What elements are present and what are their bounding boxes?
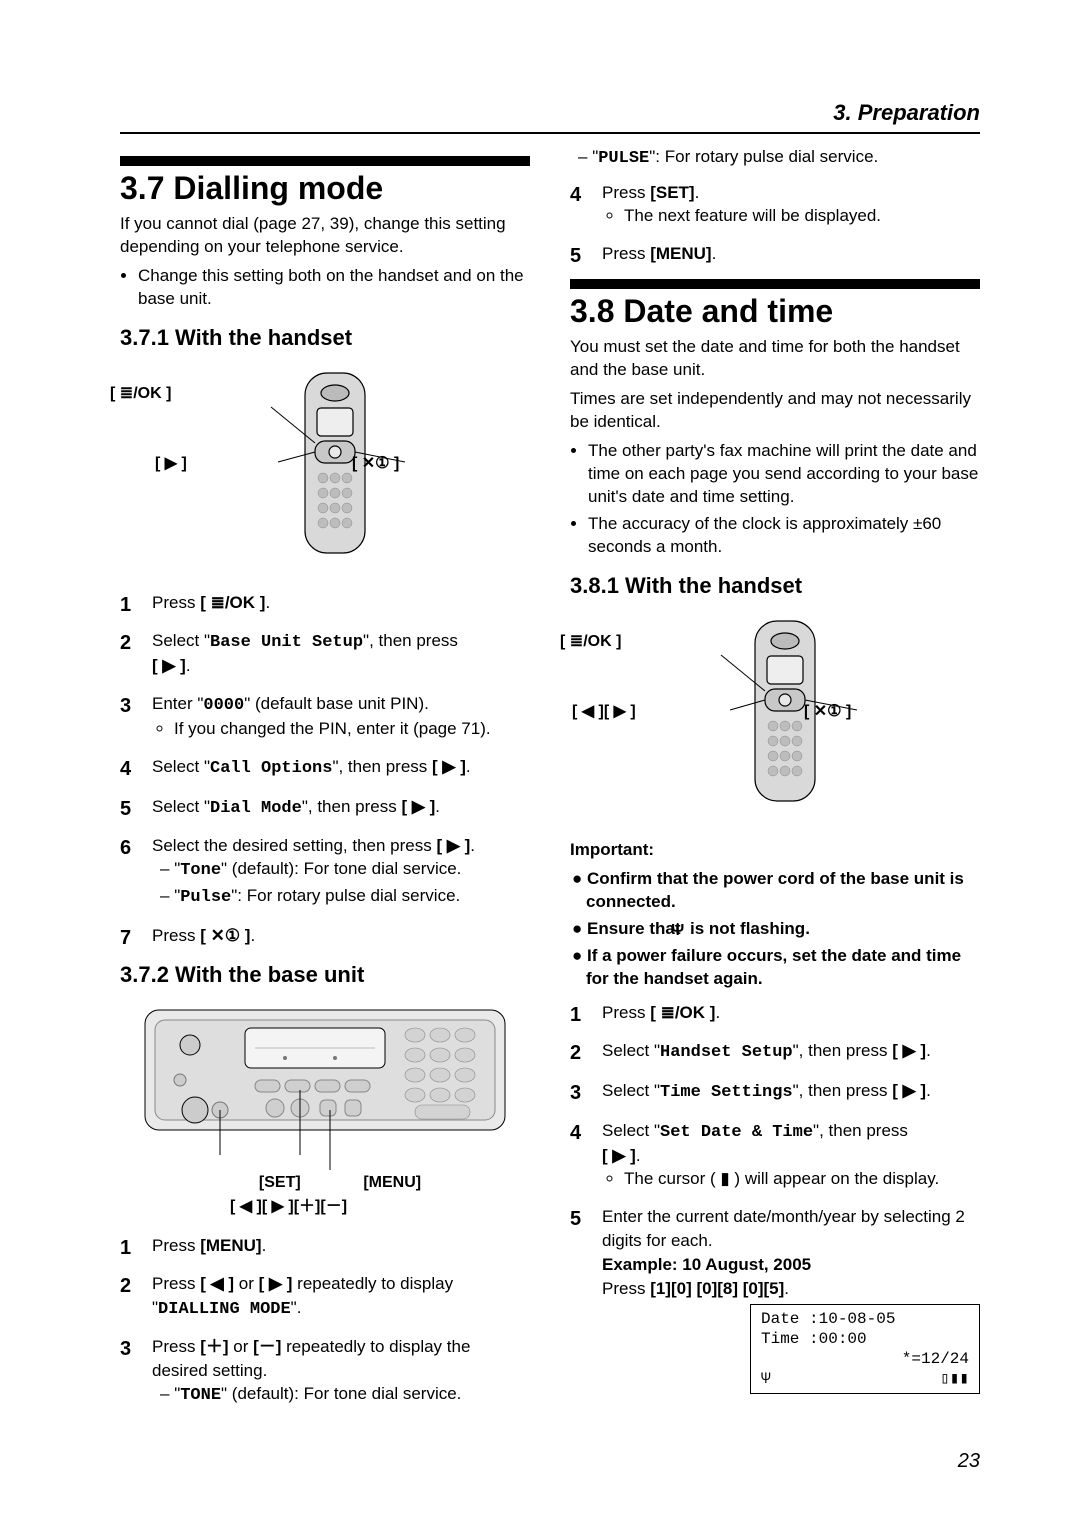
fig-base-nav: [ ◀ ][ ▶ ][＋][－] [230, 1192, 530, 1216]
sec371-title: 3.7.1 With the handset [120, 325, 530, 351]
sec372-title: 3.7.2 With the base unit [120, 962, 530, 988]
sec38-bullets: The other party's fax machine will print… [570, 440, 980, 559]
num: 4 [570, 1119, 581, 1147]
header-rule: 3. Preparation [120, 100, 980, 134]
step-372-3: 3 Press [＋] or [－] repeatedly to display… [120, 1335, 530, 1408]
step-372-4-sub: The next feature will be displayed. [624, 205, 980, 228]
step-371-7: 7 Press [ ✕① ]. [120, 924, 530, 948]
right-column: "PULSE": For rotary pulse dial service. … [570, 146, 980, 1422]
handset-svg [175, 363, 475, 573]
sec37-bullet-1: Change this setting both on the handset … [138, 265, 530, 311]
example-label: Example: 10 August, 2005 [602, 1255, 811, 1274]
fig38-lr: [ ◀ ][ ▶ ] [572, 701, 636, 721]
step-372-4: 4 Press [SET]. The next feature will be … [570, 181, 980, 228]
step-371-5: 5 Select "Dial Mode", then press [ ▶ ]. [120, 795, 530, 821]
section-bar-37 [120, 156, 530, 166]
num: 6 [120, 834, 131, 862]
lcd-line1: Date :10-08-05 [761, 1309, 969, 1329]
fig37-menuok: /OK [133, 385, 161, 402]
section-bar-38 [570, 279, 980, 289]
step-372-2: 2 Press [ ◀ ] or [ ▶ ] repeatedly to dis… [120, 1272, 530, 1322]
sec37-bullets: Change this setting both on the handset … [120, 265, 530, 311]
imp-2: Ensure that Ψ is not flashing. [586, 918, 980, 942]
fig-base-set: [SET] [259, 1174, 359, 1192]
step-372-1: 1 Press [MENU]. [120, 1234, 530, 1258]
num: 3 [120, 692, 131, 720]
pulse-cont: "PULSE": For rotary pulse dial service. [570, 146, 980, 171]
num: 3 [570, 1079, 581, 1107]
columns: 3.7 Dialling mode If you cannot dial (pa… [120, 146, 980, 1422]
sec38-intro2: Times are set independently and may not … [570, 388, 980, 434]
fig38-menuok: /OK [583, 633, 611, 650]
section-38-title: 3.8 Date and time [570, 293, 980, 330]
opt-pulse-b: "PULSE": For rotary pulse dial service. [594, 146, 980, 171]
imp-3: If a power failure occurs, set the date … [586, 945, 980, 991]
figure-base-37: [SET] [MENU] [ ◀ ][ ▶ ][＋][－] [120, 1000, 530, 1216]
step-381-4-sub: The cursor ( ▮ ) will appear on the disp… [624, 1168, 980, 1191]
sec381-title: 3.8.1 With the handset [570, 573, 980, 599]
imp-1: Confirm that the power cord of the base … [586, 868, 980, 914]
sec38-b2: The accuracy of the clock is approximate… [588, 513, 980, 559]
sec38-intro1: You must set the date and time for both … [570, 336, 980, 382]
num: 5 [570, 242, 581, 270]
left-column: 3.7 Dialling mode If you cannot dial (pa… [120, 146, 530, 1422]
num: 2 [120, 1272, 131, 1300]
handset-svg-38 [625, 611, 925, 821]
step-381-3: 3 Select "Time Settings", then press [ ▶… [570, 1079, 980, 1105]
sec381-steps: 1 Press [ ≣/OK ]. 2 Select "Handset Setu… [570, 1001, 980, 1394]
chapter-title: 3. Preparation [120, 100, 980, 126]
num: 1 [120, 1234, 131, 1262]
step-381-4: 4 Select "Set Date & Time", then press [… [570, 1119, 980, 1192]
step-371-3: 3 Enter "0000" (default base unit PIN). … [120, 692, 530, 741]
lcd-line2: Time :00:00 [761, 1329, 969, 1349]
step-381-1: 1 Press [ ≣/OK ]. [570, 1001, 980, 1025]
important-label: Important: [570, 839, 980, 862]
num: 2 [570, 1039, 581, 1067]
step-371-2: 2 Select "Base Unit Setup", then press [… [120, 629, 530, 679]
step-371-1: 1 Press [ ≣/OK ]. [120, 591, 530, 615]
opt-tone-b: "TONE" (default): For tone dial service. [176, 1383, 530, 1408]
step-381-5: 5 Enter the current date/month/year by s… [570, 1205, 980, 1394]
sec371-steps: 1 Press [ ≣/OK ]. 2 Select "Base Unit Se… [120, 591, 530, 948]
fig-base-menu: [MENU] [363, 1174, 421, 1192]
step-371-3-sub: If you changed the PIN, enter it (page 7… [174, 718, 530, 741]
num: 7 [120, 924, 131, 952]
sec372-steps: 1 Press [MENU]. 2 Press [ ◀ ] or [ ▶ ] r… [120, 1234, 530, 1408]
page-number: 23 [120, 1450, 980, 1473]
sec37-intro: If you cannot dial (page 27, 39), change… [120, 213, 530, 259]
page: 3. Preparation 3.7 Dialling mode If you … [0, 0, 1080, 1513]
fig37-end: [ ✕① ] [352, 453, 399, 473]
num: 2 [120, 629, 131, 657]
num: 4 [570, 181, 581, 209]
num: 3 [120, 1335, 131, 1363]
opt-tone: "Tone" (default): For tone dial service. [176, 858, 530, 883]
section-37-title: 3.7 Dialling mode [120, 170, 530, 207]
figure-handset-38: [ ≣/OK ] [ ◀ ][ ▶ ] [ ✕① ] [570, 611, 980, 821]
opt-pulse: "Pulse": For rotary pulse dial service. [176, 885, 530, 910]
sec372-steps-cont: 4 Press [SET]. The next feature will be … [570, 181, 980, 266]
lcd-line3: *=12/24 [761, 1349, 969, 1369]
num: 4 [120, 755, 131, 783]
battery-icon: ▯▮▮ [940, 1369, 969, 1389]
num: 1 [120, 591, 131, 619]
step-371-6: 6 Select the desired setting, then press… [120, 834, 530, 910]
base-svg [135, 1000, 515, 1180]
fig37-right: [ ▶ ] [155, 453, 187, 473]
fig38-end: [ ✕① ] [804, 701, 851, 721]
num: 5 [570, 1205, 581, 1233]
step-372-5: 5 Press [MENU]. [570, 242, 980, 266]
lcd-display: Date :10-08-05 Time :00:00 *=12/24 Ψ ▯▮▮ [750, 1304, 980, 1394]
figure-handset-37: [ ≣/OK ] [ ▶ ] [ ✕① ] [120, 363, 530, 573]
sec38-b1: The other party's fax machine will print… [588, 440, 980, 509]
important-list: Confirm that the power cord of the base … [570, 868, 980, 991]
step-371-4: 4 Select "Call Options", then press [ ▶ … [120, 755, 530, 781]
step-381-2: 2 Select "Handset Setup", then press [ ▶… [570, 1039, 980, 1065]
num: 1 [570, 1001, 581, 1029]
antenna-icon-lcd: Ψ [761, 1369, 771, 1389]
num: 5 [120, 795, 131, 823]
